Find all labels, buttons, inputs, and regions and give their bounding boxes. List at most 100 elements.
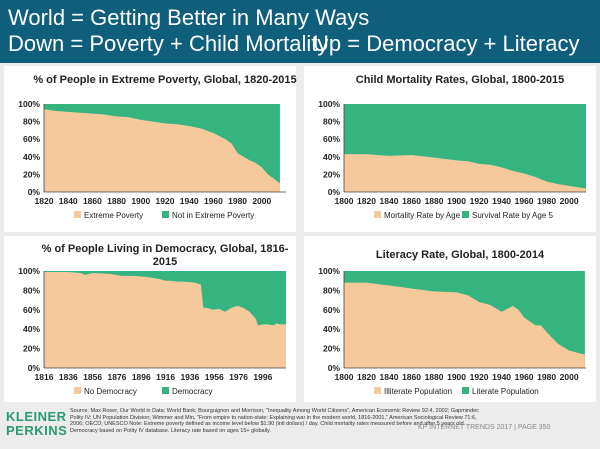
x-tick-label: 1960 [515, 372, 534, 382]
y-tick-label: 0% [328, 363, 341, 373]
y-tick-label: 40% [323, 152, 340, 162]
legend-label: Extreme Poverty [84, 211, 143, 220]
area-no-democracy [44, 271, 286, 368]
poverty-chart: 0% 20% 40% 60% 80% 100% 1820 1840 1860 1880 1900 19… [18, 99, 286, 220]
x-tick-label: 1900 [447, 196, 466, 206]
header-subtitle-down: Down = Poverty + Child Mortality [8, 31, 329, 56]
x-tick-label: 2000 [560, 372, 579, 382]
y-tick-label: 0% [28, 187, 41, 197]
logo-line-1: KLEINER [6, 409, 67, 424]
chart-title-child-mortality: Child Mortality Rates, Global, 1800-2015 [355, 74, 565, 86]
y-tick-label: 40% [23, 152, 40, 162]
x-tick-label: 1816 [35, 372, 54, 382]
legend-swatch [374, 387, 381, 394]
y-tick-label: 60% [323, 134, 340, 144]
x-tick-label: 1836 [59, 372, 78, 382]
x-tick-label: 1940 [492, 196, 511, 206]
literacy-chart: 0%20%40%60%80%100%1800 1820 1840 1860 1880 19… [318, 266, 586, 396]
y-tick-label: 100% [318, 266, 340, 276]
x-tick-label: 1860 [402, 196, 421, 206]
x-tick-label: 1860 [402, 372, 421, 382]
y-tick-label: 80% [323, 117, 340, 127]
y-tick-label: 80% [323, 285, 340, 295]
legend-swatch [462, 387, 469, 394]
x-tick-label: 1896 [132, 372, 151, 382]
y-tick-label: 100% [18, 266, 40, 276]
chart-title-literacy: Literacy Rate, Global, 1800-2014 [375, 249, 545, 261]
y-tick-label: 60% [23, 134, 40, 144]
child-mortality-chart: 0%20%40%60%80%100%1800 1820 1840 1860 1880 19… [318, 99, 586, 220]
header-banner: World = Getting Better in Many Ways Down… [0, 0, 600, 63]
x-tick-label: 1960 [204, 196, 223, 206]
y-tick-label: 80% [23, 285, 40, 295]
y-tick-label: 60% [23, 305, 40, 315]
democracy-chart: 0% 20% 40% 60% 80% 100% 1816 1836 1856 1876 1896 19… [18, 266, 286, 396]
x-tick-label: 1920 [470, 372, 489, 382]
x-tick-label: 1900 [131, 196, 150, 206]
logo-line-2: PERKINS [6, 423, 68, 438]
legend-label: Democracy [172, 387, 212, 396]
chart-title-poverty: % of People in Extreme Poverty, Global, … [33, 74, 297, 86]
legend-swatch [462, 211, 469, 218]
x-tick-label: 1996 [253, 372, 272, 382]
kleiner-perkins-logo: KLEINER PERKINS [6, 410, 67, 438]
x-tick-label: 1920 [470, 196, 489, 206]
source-note: Source: Max Roser, Our World in Data; Wo… [70, 408, 480, 434]
header-subtitle-up: Up = Democracy + Literacy [313, 31, 580, 56]
x-tick-label: 1976 [229, 372, 248, 382]
legend-label: Illiterate Population [384, 387, 452, 396]
x-tick-label: 1840 [59, 196, 78, 206]
x-tick-label: 1960 [515, 196, 534, 206]
area-extreme-poverty [44, 109, 280, 192]
legend-label: Not in Extreme Poverty [172, 211, 254, 220]
x-tick-label: 1840 [380, 372, 399, 382]
x-tick-label: 2000 [560, 196, 579, 206]
x-tick-label: 1800 [335, 196, 354, 206]
y-tick-label: 20% [323, 169, 340, 179]
x-tick-label: 1860 [83, 196, 102, 206]
y-tick-label: 40% [23, 324, 40, 334]
x-tick-label: 1820 [357, 196, 376, 206]
x-tick-label: 1900 [447, 372, 466, 382]
legend-label: Survival Rate by Age 5 [472, 211, 553, 220]
x-tick-label: 1940 [492, 372, 511, 382]
y-tick-label: 20% [23, 169, 40, 179]
legend-label: Literate Population [472, 387, 539, 396]
y-tick-label: 0% [328, 187, 341, 197]
legend-label: Mortality Rate by Age 5 [384, 211, 467, 220]
x-tick-label: 1940 [180, 196, 199, 206]
area-mortality-rate-by-age-5 [344, 154, 586, 192]
legend-swatch [162, 211, 169, 218]
y-tick-label: 60% [323, 305, 340, 315]
x-tick-label: 1840 [380, 196, 399, 206]
x-tick-label: 1880 [107, 196, 126, 206]
area-illiterate-population [344, 282, 585, 368]
x-tick-label: 1876 [108, 372, 127, 382]
x-tick-label: 1980 [537, 196, 556, 206]
y-tick-label: 0% [28, 363, 41, 373]
x-tick-label: 1980 [228, 196, 247, 206]
legend-label: No Democracy [84, 387, 137, 396]
y-tick-label: 20% [323, 344, 340, 354]
y-tick-label: 100% [318, 99, 340, 109]
header-title: World = Getting Better in Many Ways [8, 5, 370, 30]
x-tick-label: 1800 [335, 372, 354, 382]
page-footer: KP INTERNET TRENDS 2017 | PAGE 350 [418, 424, 551, 431]
x-tick-label: 1856 [83, 372, 102, 382]
y-tick-label: 100% [18, 99, 40, 109]
legend-swatch [74, 211, 81, 218]
x-tick-label: 1820 [357, 372, 376, 382]
x-tick-label: 1920 [156, 196, 175, 206]
legend-swatch [374, 211, 381, 218]
x-tick-label: 1980 [537, 372, 556, 382]
legend-swatch [74, 387, 81, 394]
legend-swatch [162, 387, 169, 394]
y-tick-label: 80% [23, 117, 40, 127]
x-tick-label: 1820 [35, 196, 54, 206]
x-tick-label: 1880 [425, 372, 444, 382]
x-tick-label: 1956 [205, 372, 224, 382]
y-tick-label: 20% [23, 344, 40, 354]
x-tick-label: 1916 [156, 372, 175, 382]
x-tick-label: 2000 [252, 196, 271, 206]
y-tick-label: 40% [323, 324, 340, 334]
